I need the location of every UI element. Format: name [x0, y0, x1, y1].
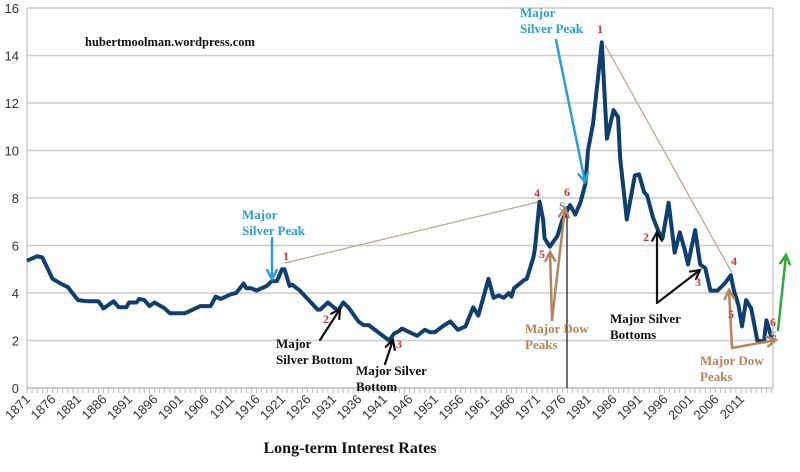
y-tick-label: 2: [12, 334, 19, 349]
trend-lines: [284, 44, 733, 274]
wave-number-label: 6: [564, 185, 570, 199]
trend-line-1: [284, 201, 539, 264]
dow-peak-arrow-1b-head: [557, 205, 571, 219]
wave-number-label: 4: [534, 186, 540, 200]
dow-peaks-label-1: Peaks: [525, 337, 558, 352]
silver-bottom-label-2: Bottom: [356, 379, 397, 394]
x-tick-label: 1926: [283, 392, 314, 423]
wave-number-label: 1: [283, 249, 289, 263]
grid-lines: [27, 7, 773, 342]
dow-peak-arrow-2b: [730, 338, 778, 350]
wave-number-label: 2: [643, 230, 649, 244]
dow-peak-arrow-2a-head: [723, 287, 736, 301]
x-tick-label: 1981: [563, 392, 594, 423]
silver-peak-label-1: Major: [242, 207, 278, 222]
y-tick-label: 12: [5, 96, 19, 111]
x-tick-label: 1916: [232, 392, 263, 423]
silver-bottom-label-1: Silver Bottom: [276, 352, 353, 367]
wave-number-label: 5: [728, 307, 734, 321]
silver-bottom-arrow-1-head: [330, 307, 342, 321]
x-tick-label: 1941: [359, 392, 390, 423]
y-tick-label: 16: [5, 1, 19, 16]
silver-bottoms-arrow-b: [655, 268, 702, 305]
y-tick-label: 10: [5, 144, 19, 159]
wave-number-label: 3: [396, 337, 402, 351]
silver-bottom-arrow-2: [383, 338, 395, 366]
x-tick-label: 1946: [385, 392, 416, 423]
wave-number-label: 2: [323, 312, 329, 326]
x-tick-label: 1951: [410, 392, 441, 423]
annotation-arrows: [265, 38, 792, 366]
y-tick-label: 6: [12, 239, 19, 254]
s-marker-label: S: [559, 199, 566, 213]
wave-number-label: 5: [539, 247, 545, 261]
x-tick-label: 2006: [691, 392, 722, 423]
silver-bottom-arrow-1: [318, 307, 342, 342]
series-line-interest-rates: [26, 40, 774, 344]
x-tick-label: 1891: [104, 392, 135, 423]
dow-peaks-label-2: Peaks: [700, 369, 733, 384]
y-tick-label: 0: [12, 381, 19, 396]
x-tick-label: 1901: [155, 392, 186, 423]
x-tick-label: 1961: [461, 392, 492, 423]
dow-peak-arrow-1a-head: [544, 249, 557, 263]
x-tick-label: 1971: [512, 392, 543, 423]
dow-peak-arrow-2b-head: [765, 335, 779, 348]
dow-peaks-label-2: Major Dow: [700, 353, 764, 368]
x-tick-label: 1936: [334, 392, 365, 423]
silver-bottom-label-2: Major Silver: [356, 363, 427, 378]
x-tick-label: 1911: [207, 392, 237, 422]
x-tick-label: 1876: [28, 392, 59, 423]
wave-number-label: 1: [597, 22, 603, 36]
x-tick-label: 1896: [130, 392, 161, 423]
trend-line-2: [604, 44, 733, 274]
x-tick-label: 1886: [79, 392, 110, 423]
silver-bottoms-arrow-a-head: [651, 229, 663, 242]
x-tick-label: 1966: [487, 392, 518, 423]
watermark: hubertmoolman.wordpress.com: [85, 35, 255, 49]
up-arrow-green-head: [779, 252, 792, 266]
silver-peak-label-2: Silver Peak: [520, 21, 584, 36]
wave-number-label: 6: [770, 315, 776, 329]
dow-peak-arrow-1b: [550, 206, 567, 322]
x-tick-label: 2001: [665, 392, 696, 423]
wave-number-label: 4: [731, 254, 737, 268]
x-tick-label: 1881: [53, 392, 84, 423]
chart-title: Long-term Interest Rates: [264, 440, 437, 457]
y-tick-label: 14: [5, 49, 19, 64]
wave-number-label: 3: [695, 275, 701, 289]
dow-peak-arrow-1a: [548, 250, 554, 322]
x-tick-label: 1956: [436, 392, 467, 423]
dow-peak-arrow-2a: [727, 288, 734, 350]
silver-peak-label-2: Major: [520, 5, 556, 20]
x-tick-label: 1871: [2, 392, 33, 423]
s-marker-label: S: [770, 328, 777, 342]
silver-peak-arrow-2-head: [577, 171, 590, 185]
x-tick-label: 1996: [640, 392, 671, 423]
silver-bottoms-arrow-b-head: [689, 268, 702, 281]
silver-bottom-label-1: Major: [276, 336, 312, 351]
y-tick-label: 8: [12, 191, 19, 206]
dow-peaks-label-1: Major Dow: [525, 321, 589, 336]
x-tick-label: 1921: [257, 392, 288, 423]
x-tick-label: 1986: [589, 392, 620, 423]
x-tick-label: 1991: [614, 392, 645, 423]
silver-peak-arrow-1-head: [265, 268, 279, 282]
x-tick-label: 2011: [717, 392, 747, 422]
x-tick-label: 1906: [181, 392, 212, 423]
silver-bottoms-label: Major Silver: [610, 311, 681, 326]
x-tick-label: 1931: [308, 392, 339, 423]
x-tick-label: 1976: [538, 392, 569, 423]
silver-bottoms-label: Bottoms: [610, 327, 656, 342]
up-arrow-green: [776, 253, 788, 332]
y-tick-label: 4: [12, 286, 19, 301]
y-axis-ticks: 0 2 4 6 8 10 12 14 16: [5, 1, 19, 396]
silver-peak-label-1: Silver Peak: [242, 223, 306, 238]
silver-bottom-arrow-2-head: [384, 337, 396, 351]
silver-peak-arrow-2: [554, 38, 587, 184]
